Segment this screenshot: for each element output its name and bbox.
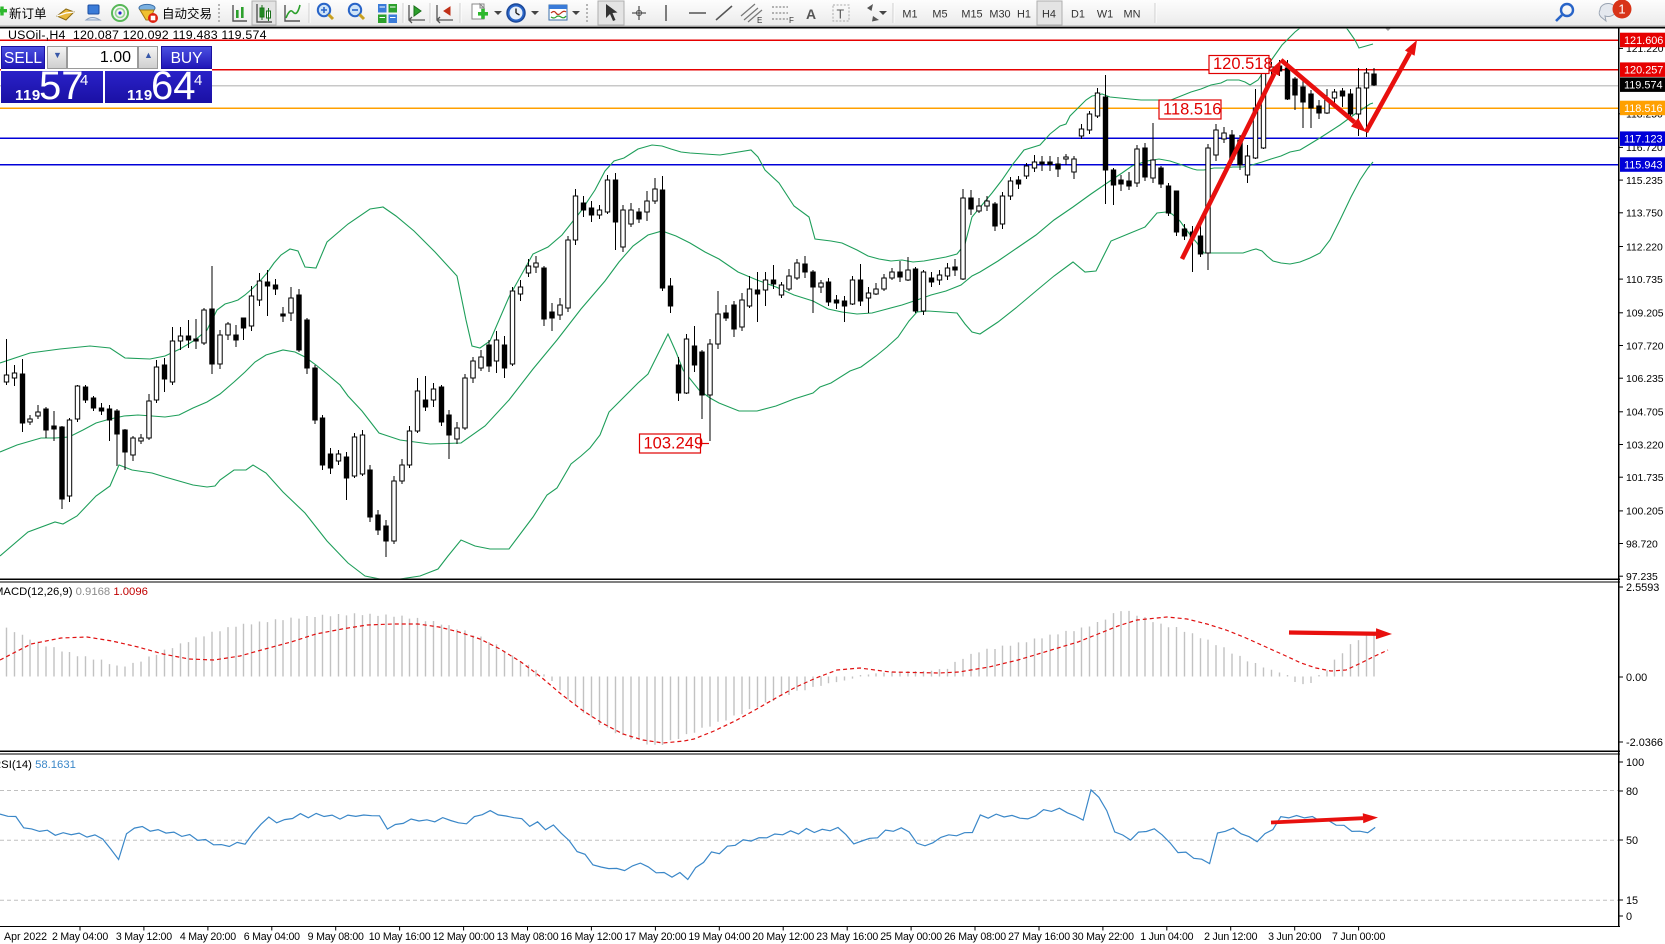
svg-text:USOil-,H4 120.087 120.092 119: USOil-,H4 120.087 120.092 119.483 119.57… <box>8 28 267 42</box>
svg-text:-2.0366: -2.0366 <box>1626 737 1663 749</box>
svg-text:80: 80 <box>1626 786 1638 798</box>
svg-text:119.574: 119.574 <box>1624 80 1663 92</box>
svg-text:3 Jun 20:00: 3 Jun 20:00 <box>1268 931 1321 943</box>
svg-text:MACD(12,26,9) 0.9168 1.0096: MACD(12,26,9) 0.9168 1.0096 <box>0 586 148 598</box>
svg-text:7 Jun 00:00: 7 Jun 00:00 <box>1332 931 1385 943</box>
svg-text:118.516: 118.516 <box>1163 101 1221 119</box>
svg-text:115.943: 115.943 <box>1624 160 1663 172</box>
svg-text:M15: M15 <box>961 9 982 21</box>
svg-text:16 May 12:00: 16 May 12:00 <box>561 931 623 943</box>
svg-text:2 Jun 12:00: 2 Jun 12:00 <box>1204 931 1257 943</box>
svg-text:101.735: 101.735 <box>1626 473 1664 484</box>
svg-text:103.220: 103.220 <box>1626 440 1664 451</box>
svg-text:20 May 12:00: 20 May 12:00 <box>752 931 814 943</box>
svg-text:26 May 08:00: 26 May 08:00 <box>944 931 1006 943</box>
svg-text:1: 1 <box>1618 2 1625 17</box>
svg-text:1 Jun 04:00: 1 Jun 04:00 <box>1140 931 1193 943</box>
svg-text:17 May 20:00: 17 May 20:00 <box>625 931 687 943</box>
svg-text:120.518: 120.518 <box>1213 55 1273 73</box>
svg-text:自动交易: 自动交易 <box>162 6 212 21</box>
svg-text:100: 100 <box>1626 757 1644 769</box>
svg-text:19 May 04:00: 19 May 04:00 <box>688 931 750 943</box>
svg-text:2.5593: 2.5593 <box>1626 582 1659 594</box>
svg-text:115.235: 115.235 <box>1626 176 1663 187</box>
svg-text:6 May 04:00: 6 May 04:00 <box>244 931 300 943</box>
svg-text:0: 0 <box>1626 911 1632 923</box>
svg-text:106.235: 106.235 <box>1626 374 1664 385</box>
svg-text:110.735: 110.735 <box>1626 275 1663 286</box>
svg-text:E: E <box>757 16 762 25</box>
svg-text:120.257: 120.257 <box>1624 65 1663 77</box>
svg-text:RSI(14) 58.1631: RSI(14) 58.1631 <box>0 759 76 771</box>
svg-text:118.516: 118.516 <box>1624 103 1663 115</box>
svg-text:30 May 22:00: 30 May 22:00 <box>1072 931 1134 943</box>
svg-text:98.720: 98.720 <box>1626 539 1658 550</box>
svg-text:T: T <box>837 8 845 22</box>
svg-text:107.720: 107.720 <box>1626 341 1664 352</box>
svg-text:A: A <box>806 6 816 22</box>
svg-text:25 May 00:00: 25 May 00:00 <box>880 931 942 943</box>
svg-text:H1: H1 <box>1017 9 1031 21</box>
svg-text:117.123: 117.123 <box>1624 134 1663 146</box>
svg-text:2 May 04:00: 2 May 04:00 <box>52 931 108 943</box>
svg-text:3 May 12:00: 3 May 12:00 <box>116 931 172 943</box>
svg-text:50: 50 <box>1626 835 1638 847</box>
svg-text:13 May 08:00: 13 May 08:00 <box>497 931 559 943</box>
svg-text:新订单: 新订单 <box>9 6 47 21</box>
svg-text:104.705: 104.705 <box>1626 408 1664 419</box>
svg-text:113.750: 113.750 <box>1626 209 1663 220</box>
svg-text:27 May 16:00: 27 May 16:00 <box>1008 931 1070 943</box>
svg-text:D1: D1 <box>1071 9 1085 21</box>
svg-text:97.235: 97.235 <box>1626 572 1658 583</box>
svg-text:121.220: 121.220 <box>1626 44 1664 55</box>
svg-text:9 May 08:00: 9 May 08:00 <box>308 931 364 943</box>
svg-text:F: F <box>789 16 794 25</box>
svg-text:12 May 00:00: 12 May 00:00 <box>433 931 495 943</box>
svg-text:23 May 16:00: 23 May 16:00 <box>816 931 878 943</box>
svg-text:H4: H4 <box>1042 9 1056 21</box>
svg-text:15: 15 <box>1626 895 1638 907</box>
svg-text:M1: M1 <box>902 9 917 21</box>
svg-text:W1: W1 <box>1097 9 1113 21</box>
svg-text:M30: M30 <box>989 9 1010 21</box>
svg-text:MN: MN <box>1124 9 1141 21</box>
svg-text:10 May 16:00: 10 May 16:00 <box>369 931 431 943</box>
svg-text:0.00: 0.00 <box>1626 672 1647 684</box>
svg-text:103.249: 103.249 <box>644 435 704 453</box>
svg-text:100.205: 100.205 <box>1626 507 1664 518</box>
svg-text:109.205: 109.205 <box>1626 309 1664 320</box>
svg-text:121.606: 121.606 <box>1624 35 1663 47</box>
svg-text:116.720: 116.720 <box>1626 143 1663 154</box>
svg-text:4 May 20:00: 4 May 20:00 <box>180 931 236 943</box>
svg-text:M5: M5 <box>932 9 947 21</box>
svg-text:112.220: 112.220 <box>1626 242 1663 253</box>
svg-text:Apr 2022: Apr 2022 <box>4 931 47 943</box>
